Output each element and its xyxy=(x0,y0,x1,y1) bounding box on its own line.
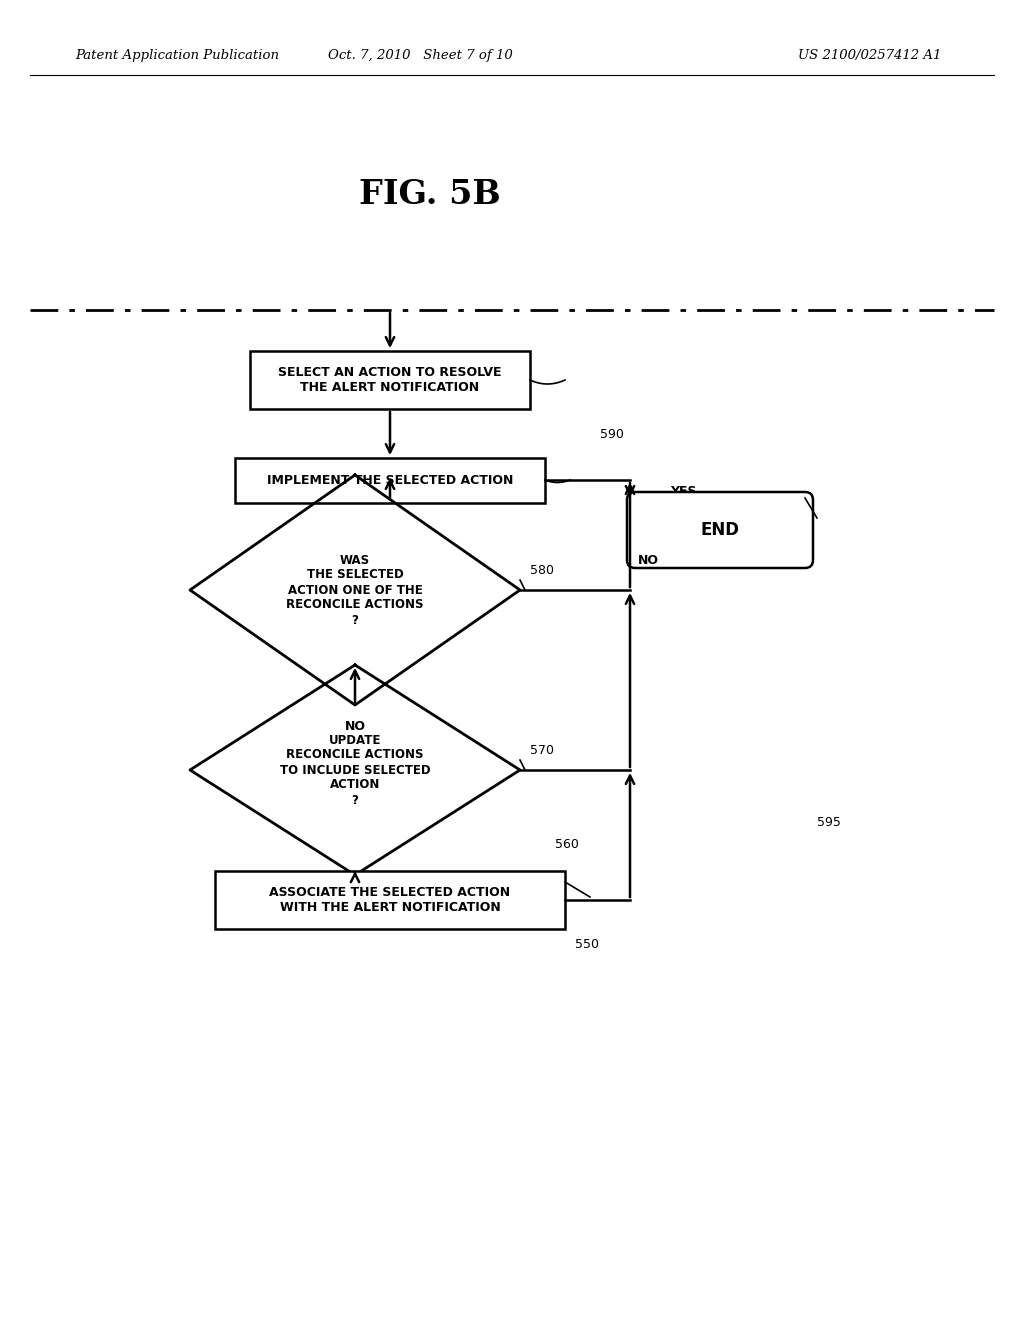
FancyBboxPatch shape xyxy=(627,492,813,568)
Polygon shape xyxy=(190,475,520,705)
Text: 550: 550 xyxy=(575,939,599,952)
Polygon shape xyxy=(190,665,520,875)
Text: 590: 590 xyxy=(600,429,624,441)
Text: YES: YES xyxy=(670,484,696,498)
Text: US 2100/0257412 A1: US 2100/0257412 A1 xyxy=(799,49,942,62)
Text: END: END xyxy=(700,521,739,539)
Text: 570: 570 xyxy=(530,743,554,756)
Text: NO: NO xyxy=(638,553,659,566)
Text: 595: 595 xyxy=(817,816,841,829)
Text: WAS
THE SELECTED
ACTION ONE OF THE
RECONCILE ACTIONS
?: WAS THE SELECTED ACTION ONE OF THE RECON… xyxy=(287,553,424,627)
FancyBboxPatch shape xyxy=(234,458,545,503)
Text: 580: 580 xyxy=(530,564,554,577)
Text: SELECT AN ACTION TO RESOLVE
THE ALERT NOTIFICATION: SELECT AN ACTION TO RESOLVE THE ALERT NO… xyxy=(279,366,502,393)
Text: Patent Application Publication: Patent Application Publication xyxy=(75,49,279,62)
Text: UPDATE
RECONCILE ACTIONS
TO INCLUDE SELECTED
ACTION
?: UPDATE RECONCILE ACTIONS TO INCLUDE SELE… xyxy=(280,734,430,807)
Text: IMPLEMENT THE SELECTED ACTION: IMPLEMENT THE SELECTED ACTION xyxy=(267,474,513,487)
FancyBboxPatch shape xyxy=(250,351,530,409)
Text: ASSOCIATE THE SELECTED ACTION
WITH THE ALERT NOTIFICATION: ASSOCIATE THE SELECTED ACTION WITH THE A… xyxy=(269,886,511,913)
Text: NO: NO xyxy=(345,719,366,733)
FancyBboxPatch shape xyxy=(215,871,565,929)
Text: FIG. 5B: FIG. 5B xyxy=(359,178,501,211)
Text: Oct. 7, 2010   Sheet 7 of 10: Oct. 7, 2010 Sheet 7 of 10 xyxy=(328,49,512,62)
Text: 560: 560 xyxy=(555,838,579,851)
Text: YES: YES xyxy=(345,890,372,903)
